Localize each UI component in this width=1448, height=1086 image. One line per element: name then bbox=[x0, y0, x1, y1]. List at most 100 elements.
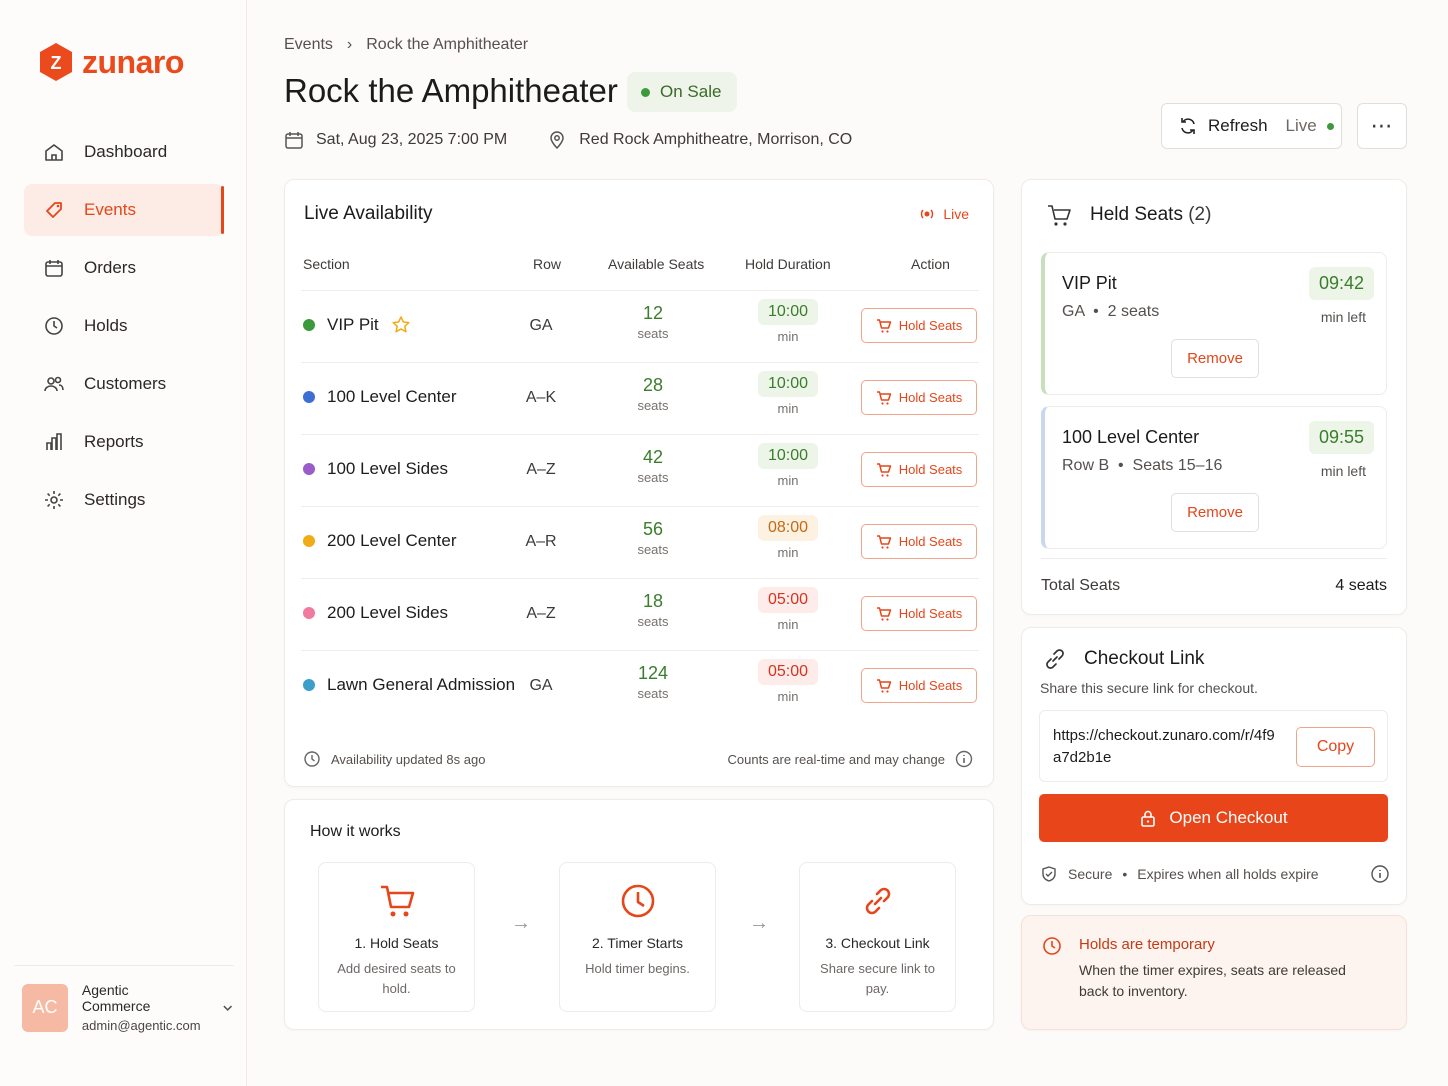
hold-seats-button[interactable]: Hold Seats bbox=[861, 380, 977, 415]
hold-seats-label: Hold Seats bbox=[898, 606, 963, 621]
hold-duration-unit: min bbox=[777, 473, 799, 488]
available-seats-cell: 12 seats bbox=[613, 303, 693, 341]
section-color-dot-icon bbox=[303, 679, 315, 691]
svg-text:Z: Z bbox=[51, 53, 62, 73]
section-name: 200 Level Center bbox=[327, 531, 457, 550]
step-desc: Hold timer begins. bbox=[585, 961, 690, 976]
hold-seats-button[interactable]: Hold Seats bbox=[861, 308, 977, 343]
open-checkout-button[interactable]: Open Checkout bbox=[1039, 794, 1388, 842]
availability-note-text: Counts are real-time and may change bbox=[727, 751, 945, 767]
event-date: Sat, Aug 23, 2025 7:00 PM bbox=[284, 130, 507, 150]
user-info: Agentic Commerce admin@agentic.com bbox=[82, 982, 201, 1033]
checkout-footer: Secure • Expires when all holds expire bbox=[1040, 864, 1390, 884]
hold-seats-button[interactable]: Hold Seats bbox=[861, 452, 977, 487]
available-seats-count: 56 bbox=[642, 519, 664, 539]
step-checkout-link: 3. Checkout Link Share secure link to pa… bbox=[799, 862, 956, 1012]
user-menu[interactable]: AC Agentic Commerce admin@agentic.com bbox=[14, 965, 234, 1033]
page-title: Rock the Amphitheater bbox=[284, 72, 618, 109]
column-header-hold-duration: Hold Duration bbox=[745, 256, 831, 272]
hold-duration-cell: 10:00 min bbox=[755, 443, 821, 488]
available-seats-unit: seats bbox=[637, 542, 669, 557]
arrow-right-icon: → bbox=[511, 912, 531, 934]
remove-hold-button[interactable]: Remove bbox=[1171, 339, 1259, 378]
available-seats-cell: 42 seats bbox=[613, 447, 693, 485]
step-title: 2. Timer Starts bbox=[591, 935, 684, 951]
row-cell: A–K bbox=[525, 389, 557, 406]
hold-duration-badge: 10:00 bbox=[757, 299, 819, 325]
event-venue: Red Rock Amphitheatre, Morrison, CO bbox=[547, 130, 852, 150]
hold-seats-label: Hold Seats bbox=[898, 534, 963, 549]
calendar-icon bbox=[285, 132, 303, 149]
checkout-url-box: https://checkout.zunaro.com/r/4f9a7d2b1e… bbox=[1039, 710, 1388, 782]
available-seats-unit: seats bbox=[637, 470, 669, 485]
hold-seats-button[interactable]: Hold Seats bbox=[861, 596, 977, 631]
availability-live-indicator: Live bbox=[919, 206, 969, 222]
section-name: VIP Pit bbox=[327, 315, 379, 334]
step-hold-seats: 1. Hold Seats Add desired seats to hold. bbox=[318, 862, 475, 1012]
breadcrumb: Events › Rock the Amphitheater bbox=[284, 36, 528, 54]
hold-timer-unit: min left bbox=[1320, 463, 1366, 479]
home-icon bbox=[42, 140, 66, 164]
remove-hold-button[interactable]: Remove bbox=[1171, 493, 1259, 532]
held-seats-title-text: Held Seats bbox=[1090, 204, 1183, 225]
available-seats-count: 28 bbox=[642, 375, 664, 395]
total-seats-value: 4 seats bbox=[1335, 577, 1387, 594]
checkout-url[interactable]: https://checkout.zunaro.com/r/4f9a7d2b1e bbox=[1053, 727, 1275, 766]
section-cell: 200 Level Sides bbox=[303, 603, 448, 623]
refresh-button[interactable]: Refresh Live bbox=[1161, 103, 1342, 149]
sidebar-item-settings[interactable]: Settings bbox=[24, 474, 224, 526]
cart-icon bbox=[1048, 205, 1071, 226]
location-pin-icon bbox=[550, 131, 565, 150]
live-availability-card: Live Availability Live Section Row Avail… bbox=[284, 179, 994, 787]
sidebar-item-reports[interactable]: Reports bbox=[24, 416, 224, 468]
hold-duration-unit: min bbox=[777, 617, 799, 632]
secure-label: Secure bbox=[1068, 866, 1113, 882]
sidebar-item-label: Customers bbox=[84, 374, 167, 393]
held-item-name: 100 Level Center bbox=[1062, 427, 1200, 447]
available-seats-unit: seats bbox=[637, 614, 669, 629]
hold-seats-button[interactable]: Hold Seats bbox=[861, 668, 977, 703]
held-seats-card: Held Seats (2) VIP Pit GA • 2 seats 09:4… bbox=[1021, 179, 1407, 615]
hold-seats-label: Hold Seats bbox=[898, 678, 963, 693]
more-options-button[interactable]: ⋯ bbox=[1357, 103, 1407, 149]
section-cell: VIP Pit bbox=[303, 315, 411, 335]
chevron-down-icon[interactable] bbox=[221, 1001, 234, 1015]
cart-icon bbox=[876, 606, 891, 621]
sidebar-item-holds[interactable]: Holds bbox=[24, 300, 224, 352]
status-text: On Sale bbox=[660, 82, 722, 101]
hold-duration-badge: 05:00 bbox=[757, 659, 819, 685]
bar-chart-icon bbox=[42, 430, 66, 454]
hold-duration-unit: min bbox=[777, 689, 799, 704]
sidebar-item-orders[interactable]: Orders bbox=[24, 242, 224, 294]
ticket-icon bbox=[42, 198, 66, 222]
hold-duration-unit: min bbox=[777, 401, 799, 416]
row-cell: A–Z bbox=[526, 461, 556, 478]
info-icon[interactable] bbox=[955, 750, 973, 768]
section-name: 100 Level Center bbox=[327, 387, 457, 406]
hold-duration-cell: 05:00 min bbox=[755, 587, 821, 632]
table-row: 100 Level Center A–K 28 seats 10:00 min Hold S… bbox=[301, 362, 979, 434]
section-color-dot-icon bbox=[303, 463, 315, 475]
section-color-dot-icon bbox=[303, 607, 315, 619]
hold-seats-button[interactable]: Hold Seats bbox=[861, 524, 977, 559]
copy-link-button[interactable]: Copy bbox=[1296, 727, 1375, 767]
clock-icon bbox=[304, 751, 320, 767]
shield-check-icon bbox=[1042, 866, 1056, 882]
section-cell: 200 Level Center bbox=[303, 531, 456, 551]
held-item-seats: 2 seats bbox=[1107, 303, 1160, 320]
held-item: VIP Pit GA • 2 seats 09:42 min left Remo… bbox=[1041, 252, 1387, 395]
hold-duration-badge: 10:00 bbox=[757, 443, 819, 469]
availability-footer: Availability updated 8s ago Counts are r… bbox=[303, 750, 973, 768]
zunaro-logo-icon: Z bbox=[40, 43, 72, 81]
info-icon[interactable] bbox=[1370, 864, 1390, 884]
section-cell: 100 Level Center bbox=[303, 387, 456, 407]
notice-title: Holds are temporary bbox=[1079, 936, 1215, 953]
brand-logo[interactable]: Z zunaro bbox=[38, 42, 184, 82]
sidebar-item-events[interactable]: Events bbox=[24, 184, 224, 236]
sidebar-item-customers[interactable]: Customers bbox=[24, 358, 224, 410]
event-meta: Sat, Aug 23, 2025 7:00 PM Red Rock Amphi… bbox=[284, 130, 892, 150]
sidebar-item-dashboard[interactable]: Dashboard bbox=[24, 126, 224, 178]
held-item-seats: Seats 15–16 bbox=[1132, 457, 1223, 474]
section-color-dot-icon bbox=[303, 391, 315, 403]
breadcrumb-events-link[interactable]: Events bbox=[284, 36, 333, 53]
